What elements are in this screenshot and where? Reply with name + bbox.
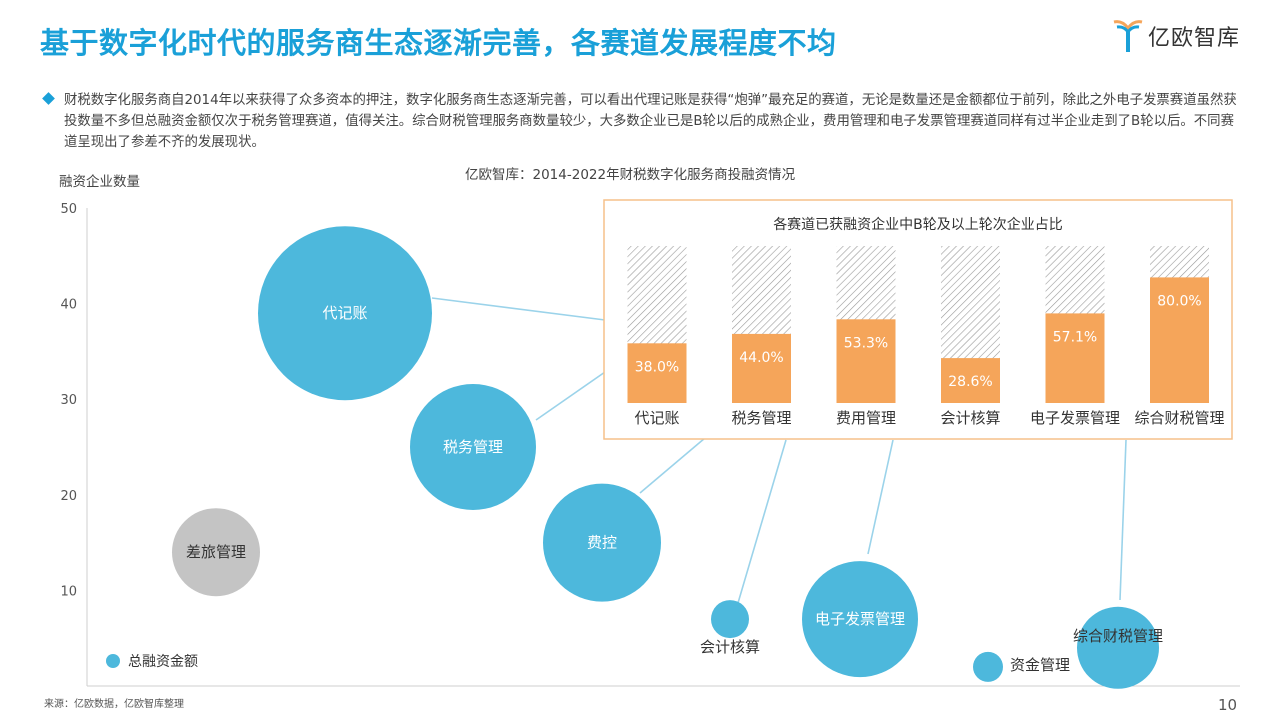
- y-tick-label: 50: [60, 202, 77, 217]
- bubble-label: 电子发票管理: [815, 610, 905, 628]
- page-title: 基于数字化时代的服务商生态逐渐完善，各赛道发展程度不均: [40, 26, 837, 60]
- bar-value-label: 80.0%: [1157, 293, 1201, 309]
- bubble-label: 代记账: [322, 304, 367, 322]
- bar: [836, 319, 896, 403]
- y-tick-label: 30: [60, 393, 77, 408]
- legend-marker: [106, 654, 120, 668]
- connector-line: [535, 371, 606, 421]
- connector-line: [737, 439, 787, 604]
- bar-value-label: 44.0%: [739, 350, 783, 366]
- summary-block: 财税数字化服务商自2014年以来获得了众多资本的押注，数字化服务商生态逐渐完善，…: [42, 90, 1239, 153]
- y-tick-label: 20: [60, 489, 77, 504]
- bar-category-label: 综合财税管理: [1134, 409, 1224, 427]
- bubble: [543, 483, 661, 602]
- bar-category-label: 代记账: [634, 409, 679, 427]
- bubble: [410, 384, 536, 510]
- bubble-label: 综合财税管理: [1073, 627, 1163, 645]
- logo-icon: [1113, 20, 1143, 52]
- bubble: [711, 600, 749, 639]
- bar-value-label: 38.0%: [635, 359, 679, 375]
- bubble-label: 差旅管理: [186, 543, 246, 561]
- connector-line: [431, 297, 606, 321]
- bubble: [258, 226, 432, 401]
- bar-category-label: 费用管理: [836, 409, 896, 427]
- bar: [732, 333, 791, 403]
- logo: 亿欧智库: [1112, 18, 1240, 54]
- bubble-label: 资金管理: [1010, 656, 1070, 674]
- bar-category-label: 电子发票管理: [1030, 409, 1120, 427]
- bubble: [172, 508, 260, 597]
- connector-line: [639, 437, 706, 494]
- bubble-label: 费控: [587, 534, 617, 552]
- bar-value-label: 53.3%: [844, 335, 888, 351]
- logo-text: 亿欧智库: [1148, 26, 1241, 51]
- page-number: 10: [1218, 696, 1238, 714]
- y-axis-label: 融资企业数量: [59, 174, 140, 190]
- bubble: [973, 651, 1003, 682]
- bubble: [802, 561, 918, 678]
- y-tick-label: 10: [60, 584, 77, 599]
- y-tick-label: 40: [60, 298, 77, 313]
- bar-value-label: 57.1%: [1053, 329, 1097, 345]
- bar: [1045, 313, 1105, 403]
- connector-line: [867, 439, 894, 555]
- bar: [1150, 277, 1209, 403]
- bubble-label: 税务管理: [443, 438, 503, 456]
- summary-text: 财税数字化服务商自2014年以来获得了众多资本的押注，数字化服务商生态逐渐完善，…: [64, 93, 1237, 150]
- bubble-label: 会计核算: [700, 638, 760, 656]
- bar-value-label: 28.6%: [948, 374, 992, 390]
- bar-category-label: 会计核算: [940, 409, 1000, 427]
- chart-title: 亿欧智库：2014-2022年财税数字化服务商投融资情况: [465, 167, 796, 183]
- source-note: 来源：亿欧数据，亿欧智库整理: [44, 699, 184, 710]
- connector-line: [1119, 439, 1127, 601]
- bar-category-label: 税务管理: [731, 409, 791, 427]
- bar: [627, 343, 687, 403]
- inset-chart-title: 各赛道已获融资企业中B轮及以上轮次企业占比: [773, 216, 1063, 233]
- bar: [941, 358, 1000, 403]
- bubble: [1077, 606, 1159, 689]
- inset-chart-frame: [603, 199, 1233, 440]
- legend-label: 总融资金额: [128, 654, 198, 670]
